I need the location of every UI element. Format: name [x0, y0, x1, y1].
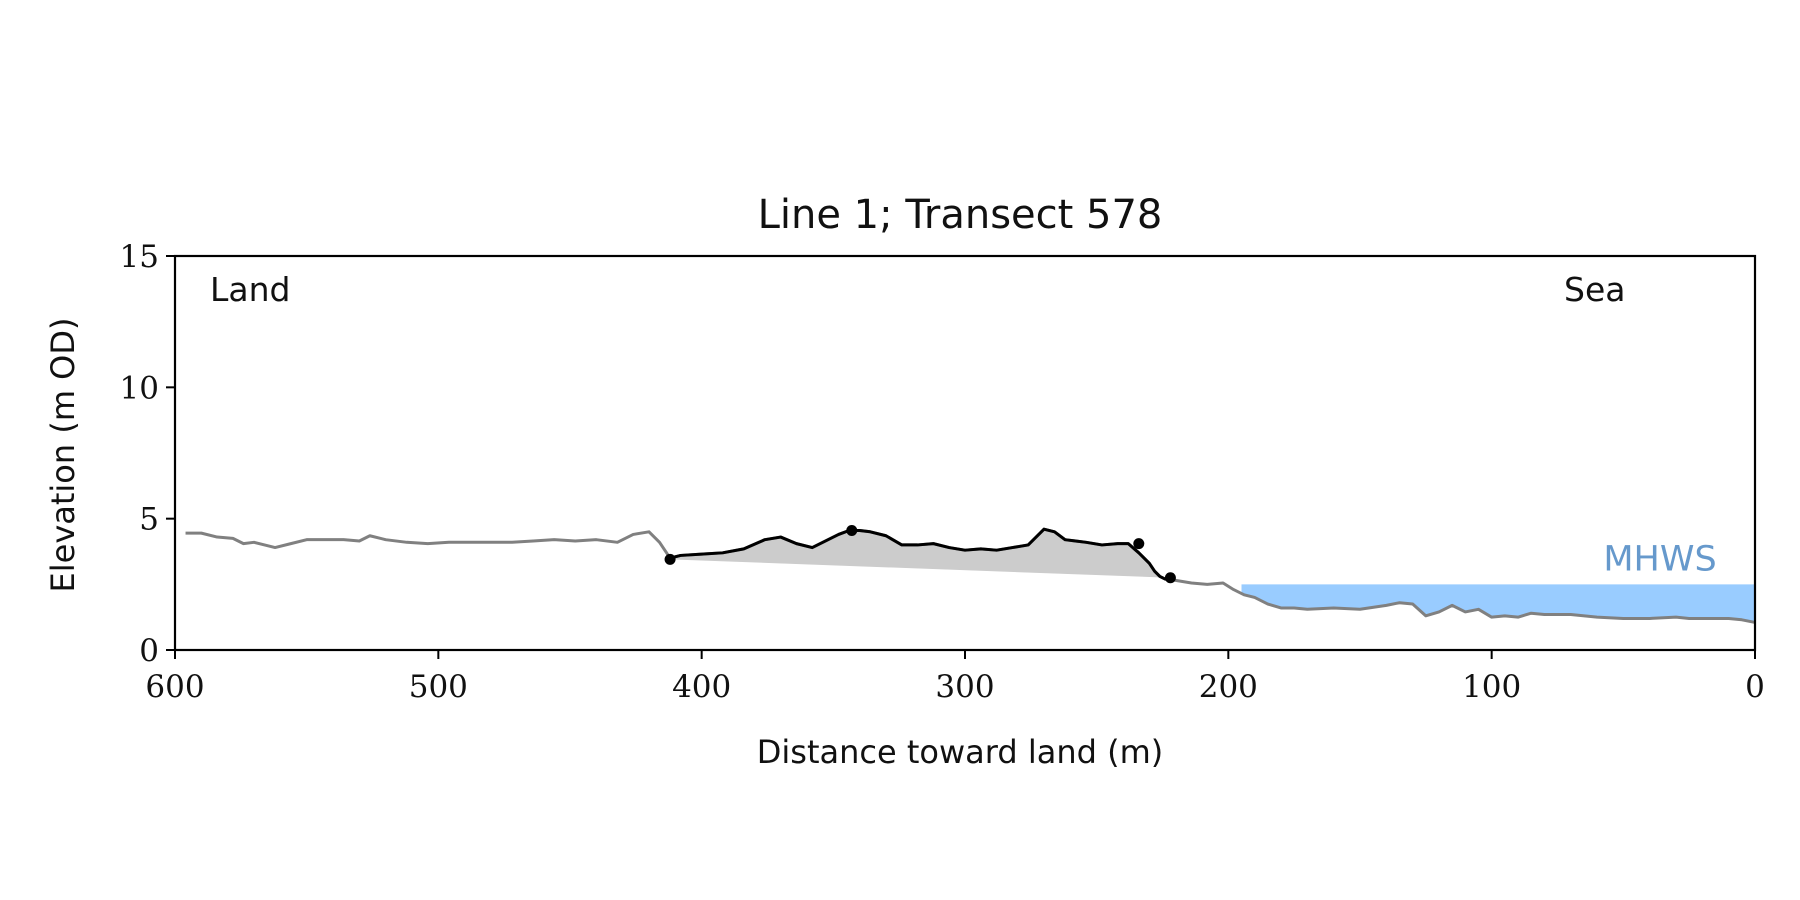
mhws-water-fill [1241, 584, 1755, 623]
feature-marker [1133, 538, 1145, 550]
y-tick-label: 10 [120, 370, 159, 406]
feature-line [669, 527, 1171, 581]
axes: 600 500 400 300 200 100 0 0 5 10 15 [120, 239, 1765, 705]
y-tick-label: 0 [139, 633, 159, 669]
x-tick-label: 200 [1199, 669, 1258, 705]
feature-marker [1164, 572, 1176, 584]
shaded-feature-area [670, 529, 1171, 580]
plot-area: MHWS [185, 524, 1756, 624]
x-tick-label: 400 [672, 669, 731, 705]
mhws-label: MHWS [1603, 539, 1716, 579]
land-label: Land [210, 270, 290, 309]
feature-marker [664, 553, 676, 565]
x-axis-label: Distance toward land (m) [757, 733, 1163, 771]
x-tick-label: 500 [409, 669, 468, 705]
sea-label: Sea [1564, 270, 1625, 309]
chart-title: Line 1; Transect 578 [758, 192, 1163, 238]
y-tick-label: 5 [139, 502, 159, 538]
y-tick-label: 15 [120, 239, 159, 275]
x-tick-label: 600 [145, 669, 204, 705]
x-tick-label: 100 [1462, 669, 1521, 705]
y-axis-label: Elevation (m OD) [44, 318, 82, 593]
x-tick-label: 0 [1745, 669, 1765, 705]
feature-marker [846, 524, 858, 536]
x-tick-label: 300 [935, 669, 994, 705]
